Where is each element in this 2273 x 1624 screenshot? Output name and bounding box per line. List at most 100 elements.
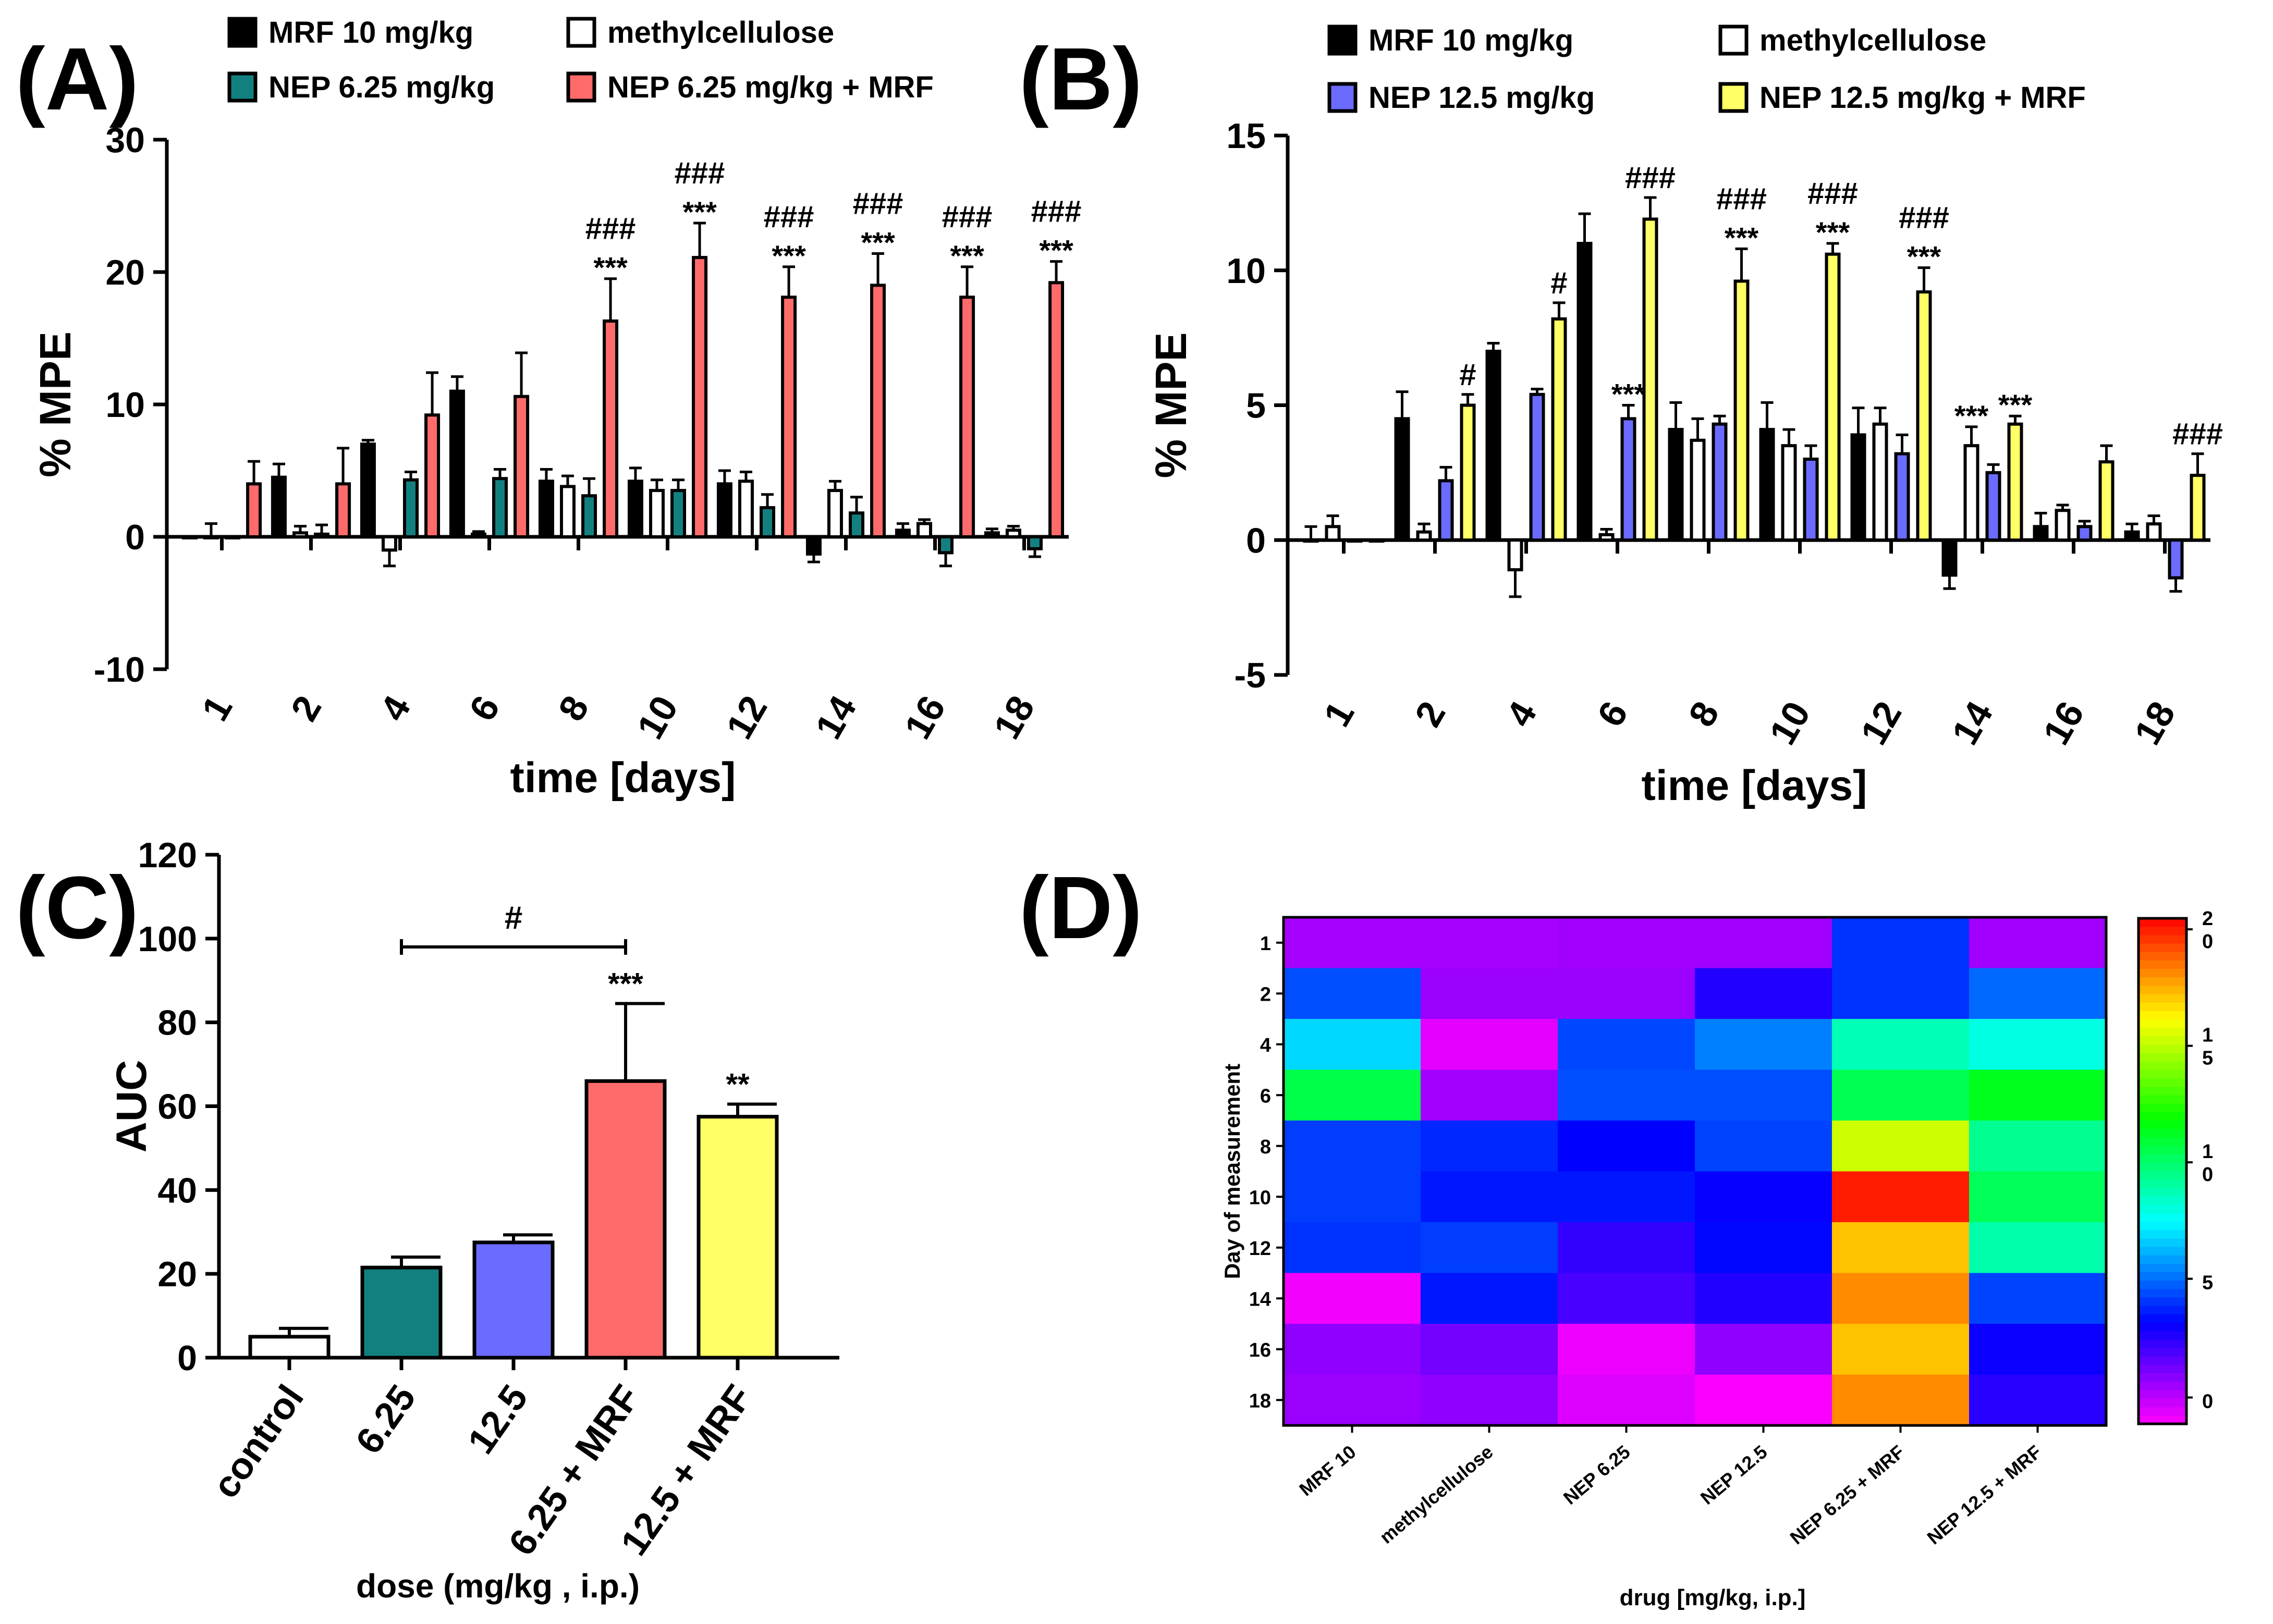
bar	[2007, 422, 2023, 542]
bar	[916, 522, 932, 538]
bar	[472, 1240, 555, 1360]
bracket-label: #	[505, 900, 522, 936]
colorbar-segment	[2138, 1339, 2186, 1349]
legend-label: NEP 6.25 mg/kg + MRF	[607, 70, 934, 104]
x-axis-label: drug [mg/kg, i.p.]	[1620, 1585, 1806, 1610]
panel-a: (A) MRF 10 mg/kg methylcellulose NEP 6.25 m…	[16, 16, 1081, 802]
colorbar-segment	[2138, 1137, 2186, 1147]
bar	[1368, 538, 1385, 543]
heatmap-cell	[1832, 1324, 1970, 1375]
bar	[760, 506, 776, 538]
bar	[2033, 525, 2049, 542]
colorbar-segment	[2138, 1188, 2186, 1197]
colorbar-segment	[2138, 1053, 2186, 1062]
y-axis-label: Day of measurement	[1220, 1064, 1244, 1279]
y-tick-label: 10	[1226, 251, 1266, 291]
significance-hash: ###	[1899, 201, 1949, 235]
significance-stars: ***	[608, 967, 643, 1001]
colorbar-segment	[2138, 1331, 2186, 1340]
y-tick-label: 2	[1260, 983, 1271, 1005]
heatmap-cell	[1558, 968, 1695, 1019]
heatmap-cell	[1558, 1222, 1695, 1273]
colorbar-segment	[2138, 1146, 2186, 1155]
heatmap-cell	[1695, 1069, 1832, 1121]
colorbar-segment	[2138, 1103, 2186, 1113]
x-tick-label: 10	[629, 689, 686, 746]
legend-label: MRF 10 mg/kg	[268, 16, 473, 50]
bar	[248, 1335, 331, 1360]
y-tick-label: 15	[1226, 116, 1266, 156]
y-tick-label: 1	[1260, 933, 1271, 955]
colorbar-segment	[2138, 1179, 2186, 1188]
colorbar-segment	[2138, 1162, 2186, 1172]
bar	[1507, 538, 1523, 572]
bar	[1438, 479, 1454, 542]
heatmap-cell	[1969, 1121, 2107, 1172]
colorbar-segment	[2138, 1222, 2186, 1231]
significance-hash: ###	[853, 187, 903, 220]
heatmap-cell	[1421, 1222, 1558, 1273]
x-tick-label: 6.25	[348, 1377, 424, 1461]
bar	[1803, 458, 1819, 542]
bar	[1027, 535, 1043, 550]
x-tick-label: NEP 12.5 + MRF	[1923, 1441, 2046, 1549]
bar	[1690, 438, 1706, 542]
heatmap-cell	[1832, 1374, 1970, 1426]
bar	[1460, 403, 1476, 542]
heatmap-cell	[1832, 1121, 1970, 1172]
colorbar-segment	[2138, 1398, 2186, 1408]
heatmap-cell	[1421, 1374, 1558, 1426]
bar	[2146, 522, 2162, 542]
y-tick-label: 8	[1260, 1136, 1271, 1158]
significance-hash: ###	[942, 200, 993, 234]
heatmap-cell	[1832, 1019, 1970, 1070]
bar	[1941, 538, 1958, 577]
significance-stars: ***	[1816, 216, 1850, 249]
bar	[1825, 252, 1841, 542]
significance-stars: ***	[1907, 240, 1941, 273]
heatmap-cell	[1558, 1171, 1695, 1223]
legend-label: NEP 12.5 mg/kg	[1368, 81, 1595, 115]
panel-label: (C)	[16, 858, 139, 957]
y-tick-label: 10	[105, 385, 145, 425]
significance-hash: ###	[1625, 161, 1676, 195]
legend-swatch	[1718, 82, 1749, 113]
y-tick-label: 60	[157, 1087, 197, 1127]
bar	[1577, 242, 1593, 542]
y-tick-label: 0	[1246, 521, 1266, 560]
bar	[1347, 538, 1363, 543]
colorbar-segment	[2138, 918, 2186, 927]
y-tick-label: 0	[125, 518, 145, 557]
colorbar-segment	[2138, 1036, 2186, 1045]
colorbar-segment	[2138, 1415, 2186, 1424]
significance-stars: ***	[1954, 399, 1989, 432]
heatmap-cell	[1284, 1069, 1421, 1121]
colorbar-segment	[2138, 927, 2186, 936]
bar	[559, 485, 576, 538]
bar	[738, 479, 754, 539]
heatmap-cell	[1695, 968, 1832, 1019]
y-tick-label: 20	[105, 253, 145, 292]
significance-stars: ***	[1725, 221, 1759, 254]
bar	[470, 532, 486, 539]
colorbar-tick-label: 0	[2202, 1391, 2213, 1412]
significance-stars: ***	[593, 251, 628, 284]
heatmap-cell	[1558, 1273, 1695, 1324]
significance-stars: ***	[1611, 378, 1646, 411]
colorbar-segment	[2138, 1263, 2186, 1273]
bar	[538, 479, 554, 539]
x-tick-label: 18	[986, 689, 1043, 746]
bar	[492, 477, 508, 538]
significance-stars: **	[726, 1067, 750, 1101]
y-tick-label: 0	[177, 1338, 197, 1378]
x-tick-label: 10	[1762, 695, 1818, 752]
bar	[292, 531, 308, 539]
heatmap-cell	[1695, 1324, 1832, 1375]
bar	[2124, 530, 2140, 542]
heatmap-cell	[1284, 1171, 1421, 1223]
bar	[271, 475, 287, 539]
heatmap-cell	[1695, 1374, 1832, 1426]
bar	[1551, 317, 1567, 542]
legend-swatch	[566, 71, 596, 103]
